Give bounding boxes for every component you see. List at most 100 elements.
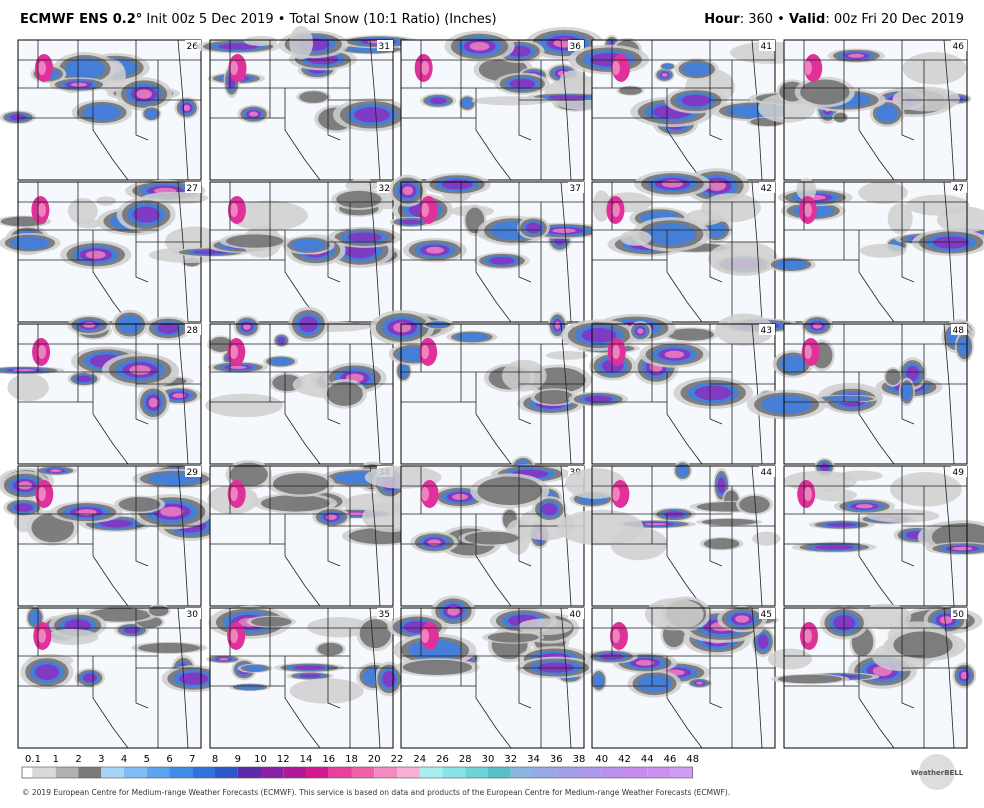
snow-area [382, 670, 396, 687]
snow-area [218, 658, 229, 661]
snow-area [833, 112, 847, 123]
member-number: 31 [379, 42, 390, 52]
state-border [284, 656, 321, 749]
snow-area [796, 178, 817, 201]
snow-area [800, 79, 850, 105]
snow-area [148, 397, 158, 408]
snow-area [209, 337, 233, 352]
snow-area [236, 684, 264, 690]
member-number: 46 [953, 42, 965, 52]
snow-area [875, 104, 899, 123]
snow-area [859, 243, 907, 258]
state-border [327, 466, 341, 567]
state-border [901, 182, 915, 283]
snow-area [218, 43, 258, 50]
valid-label: Valid [788, 12, 826, 27]
snow-area [183, 104, 191, 111]
number-box [759, 466, 775, 477]
snow-area [49, 469, 62, 473]
colorbar-segment [55, 767, 79, 778]
state-border [666, 372, 703, 465]
colorbar-segment [374, 767, 397, 778]
snow-area [85, 250, 106, 259]
snow-core [421, 629, 429, 643]
number-box [951, 608, 967, 619]
snow-area [541, 503, 558, 516]
snow-core [230, 629, 238, 643]
snow-area [428, 321, 449, 328]
snow-area [952, 546, 973, 551]
snow-area [398, 363, 409, 379]
member-number: 26 [187, 42, 199, 52]
snow-area [489, 256, 515, 265]
snow-area [664, 350, 685, 359]
state-border [284, 88, 321, 181]
state-border [709, 182, 723, 283]
number-box [951, 324, 967, 335]
snow-max [804, 54, 823, 82]
snow-area [824, 396, 868, 402]
snow-area [707, 180, 726, 191]
snow-area [400, 219, 421, 225]
snow-area [618, 86, 642, 95]
snow-area [455, 332, 489, 342]
state-border [518, 608, 532, 709]
state-border [858, 230, 895, 323]
snow-area [761, 395, 812, 415]
snow-area [67, 197, 98, 224]
snow-area [735, 615, 750, 623]
state-border [92, 656, 129, 749]
snow-core [804, 345, 812, 359]
snow-area [243, 35, 278, 46]
colorbar-segment [146, 767, 170, 778]
snow-core [230, 345, 238, 359]
snow-area [34, 664, 60, 680]
map-panel: 43 [560, 313, 802, 465]
state-border [135, 324, 149, 425]
panel-border [783, 181, 968, 323]
panel-border [591, 181, 776, 323]
snow-area [775, 259, 807, 270]
snow-area [243, 323, 251, 330]
number-box [377, 608, 393, 619]
snow-area [83, 322, 96, 328]
map-panel: 44 [557, 460, 781, 607]
snow-area [336, 190, 382, 208]
colorbar-label: 12 [277, 754, 290, 765]
snow-area [548, 95, 587, 100]
colorbar-label: 1 [53, 754, 59, 765]
snow-area [136, 89, 152, 99]
snow-core [38, 487, 46, 501]
number-box [185, 608, 201, 619]
state-border [858, 514, 895, 607]
snow-area [277, 337, 286, 344]
snow-area [98, 519, 134, 528]
state-border [858, 88, 895, 181]
panel-border [400, 181, 585, 323]
map-panel: 30 [17, 604, 226, 749]
member-number: 44 [761, 468, 773, 478]
snow-area [592, 190, 611, 222]
member-number: 45 [761, 610, 772, 620]
snow-area [348, 527, 413, 545]
panel-border [17, 607, 202, 749]
snow-area [76, 375, 92, 383]
map-panel: 28 [0, 309, 202, 465]
snow-area [826, 522, 857, 527]
colorbar-label: 2 [75, 754, 81, 765]
snow-core [421, 487, 429, 501]
state-border [135, 466, 149, 567]
snow-area [892, 86, 960, 112]
colorbar-segment [488, 767, 511, 778]
colorbar-label: 20 [368, 754, 381, 765]
number-box [377, 182, 393, 193]
snow-area [464, 531, 519, 545]
snow-area [205, 393, 284, 418]
map-panel: 32 [171, 178, 423, 323]
snow-area [565, 468, 626, 499]
colorbar-label: 22 [391, 754, 404, 765]
map-panel: 39 [364, 455, 585, 607]
map-panel: 48 [746, 315, 976, 465]
colorbar-label: 3 [98, 754, 104, 765]
snow-area [426, 246, 444, 254]
